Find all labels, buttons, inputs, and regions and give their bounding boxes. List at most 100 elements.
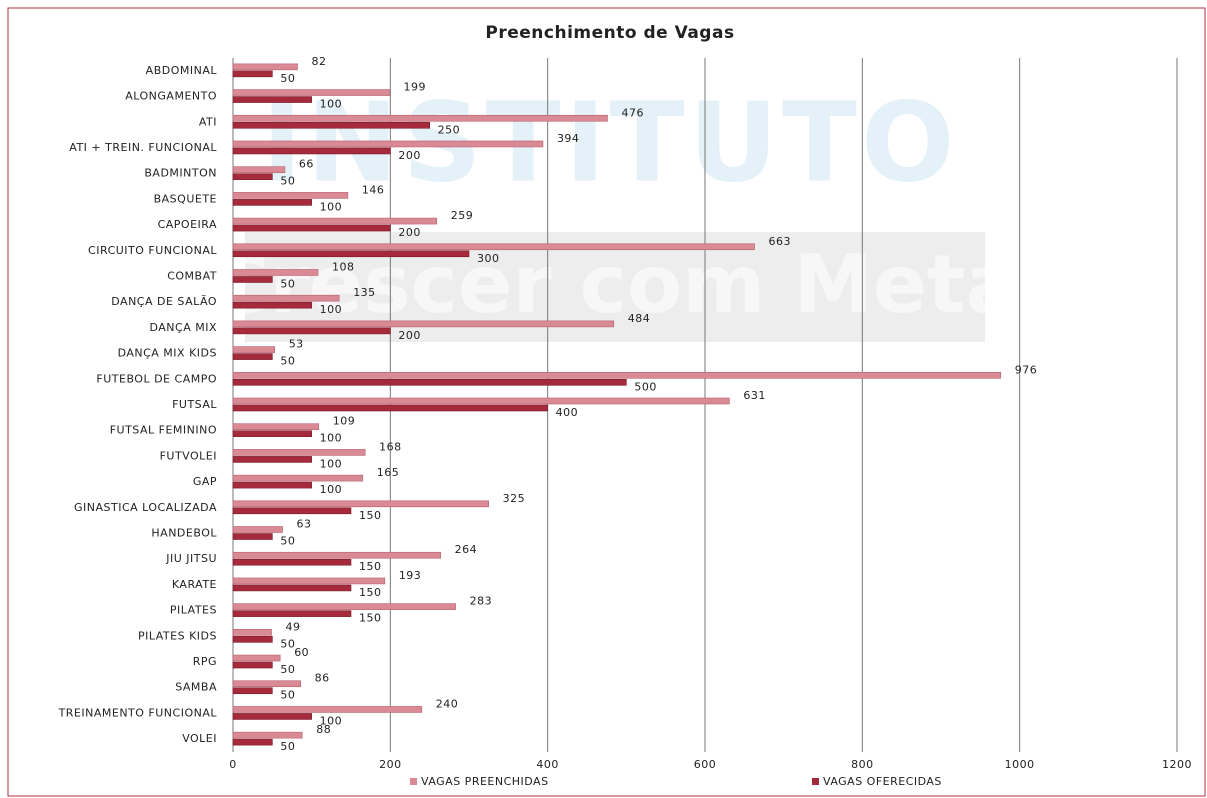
x-tick-label: 600 bbox=[694, 758, 717, 771]
bar bbox=[232, 70, 273, 78]
bar bbox=[232, 378, 627, 386]
data-label: 976 bbox=[1015, 363, 1037, 376]
bar bbox=[232, 199, 312, 206]
data-label: 49 bbox=[286, 620, 301, 633]
data-label: 150 bbox=[359, 612, 382, 625]
bar bbox=[232, 610, 352, 617]
bar bbox=[232, 353, 273, 360]
bar bbox=[232, 680, 301, 688]
bar bbox=[232, 243, 755, 251]
y-tick-label: DANÇA MIX bbox=[149, 321, 217, 334]
bar bbox=[232, 121, 430, 129]
y-tick-label: ATI bbox=[199, 115, 217, 128]
data-label: 168 bbox=[379, 440, 402, 453]
bar bbox=[232, 96, 312, 103]
data-label: 400 bbox=[556, 406, 579, 419]
data-label: 100 bbox=[320, 714, 343, 727]
data-label: 100 bbox=[320, 303, 343, 316]
data-label: 146 bbox=[362, 183, 385, 196]
y-tick-label: PILATES KIDS bbox=[138, 629, 217, 642]
y-tick-label: HANDEBOL bbox=[151, 527, 217, 540]
x-tick-label: 400 bbox=[536, 758, 559, 771]
bar bbox=[232, 114, 608, 122]
bar bbox=[232, 89, 390, 96]
legend-swatch bbox=[410, 778, 417, 785]
data-label: 264 bbox=[455, 543, 478, 556]
bar bbox=[232, 294, 340, 302]
bar bbox=[232, 276, 273, 283]
y-tick-label: TREINAMENTO FUNCIONAL bbox=[58, 706, 218, 719]
y-tick-label: DANÇA MIX KIDS bbox=[118, 347, 217, 360]
x-tick-label: 1000 bbox=[1005, 758, 1035, 771]
data-label: 50 bbox=[280, 740, 295, 753]
y-tick-label: KARATE bbox=[172, 578, 217, 591]
bar bbox=[232, 629, 272, 636]
bar bbox=[232, 507, 352, 515]
bar bbox=[232, 533, 273, 540]
data-label: 108 bbox=[332, 260, 355, 273]
data-label: 60 bbox=[294, 646, 309, 659]
x-tick-label: 800 bbox=[851, 758, 874, 771]
bar bbox=[232, 224, 391, 232]
bar bbox=[232, 430, 312, 438]
data-label: 200 bbox=[398, 226, 421, 239]
data-label: 50 bbox=[280, 689, 295, 702]
y-tick-label: COMBAT bbox=[167, 269, 217, 282]
data-label: 50 bbox=[280, 663, 295, 676]
y-tick-label: FUTSAL FEMININO bbox=[110, 424, 217, 437]
y-tick-label: ABDOMINAL bbox=[146, 64, 218, 77]
bar bbox=[232, 551, 441, 559]
data-label: 476 bbox=[621, 106, 644, 119]
data-label: 109 bbox=[333, 415, 356, 428]
data-label: 100 bbox=[320, 200, 343, 213]
bar bbox=[232, 654, 281, 662]
data-label: 300 bbox=[477, 252, 500, 265]
bar bbox=[232, 713, 312, 720]
data-label: 150 bbox=[359, 586, 382, 599]
data-label: 135 bbox=[353, 286, 376, 299]
y-tick-label: DANÇA DE SALÃO bbox=[111, 295, 217, 308]
x-tick-label: 1200 bbox=[1162, 758, 1192, 771]
y-tick-label: JIU JITSU bbox=[165, 552, 217, 565]
data-label: 100 bbox=[320, 457, 343, 470]
bar bbox=[232, 526, 283, 533]
legend-label: VAGAS PREENCHIDAS bbox=[421, 775, 549, 788]
data-label: 259 bbox=[451, 209, 474, 222]
data-label: 500 bbox=[634, 380, 657, 393]
bar bbox=[232, 481, 312, 489]
y-tick-label: PILATES bbox=[170, 604, 217, 617]
bar bbox=[232, 371, 1002, 379]
bar bbox=[232, 449, 366, 456]
legend-swatch bbox=[812, 778, 819, 785]
data-label: 100 bbox=[320, 432, 343, 445]
x-tick-label: 200 bbox=[379, 758, 402, 771]
data-label: 63 bbox=[297, 518, 312, 531]
data-label: 50 bbox=[280, 637, 295, 650]
bar bbox=[232, 147, 391, 155]
data-label: 50 bbox=[280, 535, 295, 548]
y-tick-label: GINASTICA LOCALIZADA bbox=[74, 501, 217, 514]
data-label: 50 bbox=[280, 175, 295, 188]
bar bbox=[232, 166, 286, 173]
bar bbox=[232, 192, 349, 199]
data-label: 193 bbox=[399, 569, 422, 582]
y-tick-label: CAPOEIRA bbox=[158, 218, 217, 231]
data-label: 86 bbox=[315, 672, 330, 685]
bar bbox=[232, 558, 352, 566]
y-tick-label: FUTEBOL DE CAMPO bbox=[96, 372, 217, 385]
data-label: 150 bbox=[359, 509, 382, 522]
y-tick-label: SAMBA bbox=[175, 681, 217, 694]
bar bbox=[232, 731, 303, 739]
bar bbox=[232, 423, 320, 431]
y-tick-label: FUTVOLEI bbox=[160, 449, 217, 462]
y-tick-label: BASQUETE bbox=[154, 192, 217, 205]
bar bbox=[232, 603, 456, 610]
data-label: 394 bbox=[557, 132, 580, 145]
data-label: 165 bbox=[377, 466, 400, 479]
data-label: 82 bbox=[312, 55, 327, 68]
data-label: 199 bbox=[404, 81, 427, 94]
y-tick-label: CIRCUITO FUNCIONAL bbox=[88, 244, 217, 257]
y-tick-label: FUTSAL bbox=[172, 398, 217, 411]
bar bbox=[232, 320, 615, 328]
